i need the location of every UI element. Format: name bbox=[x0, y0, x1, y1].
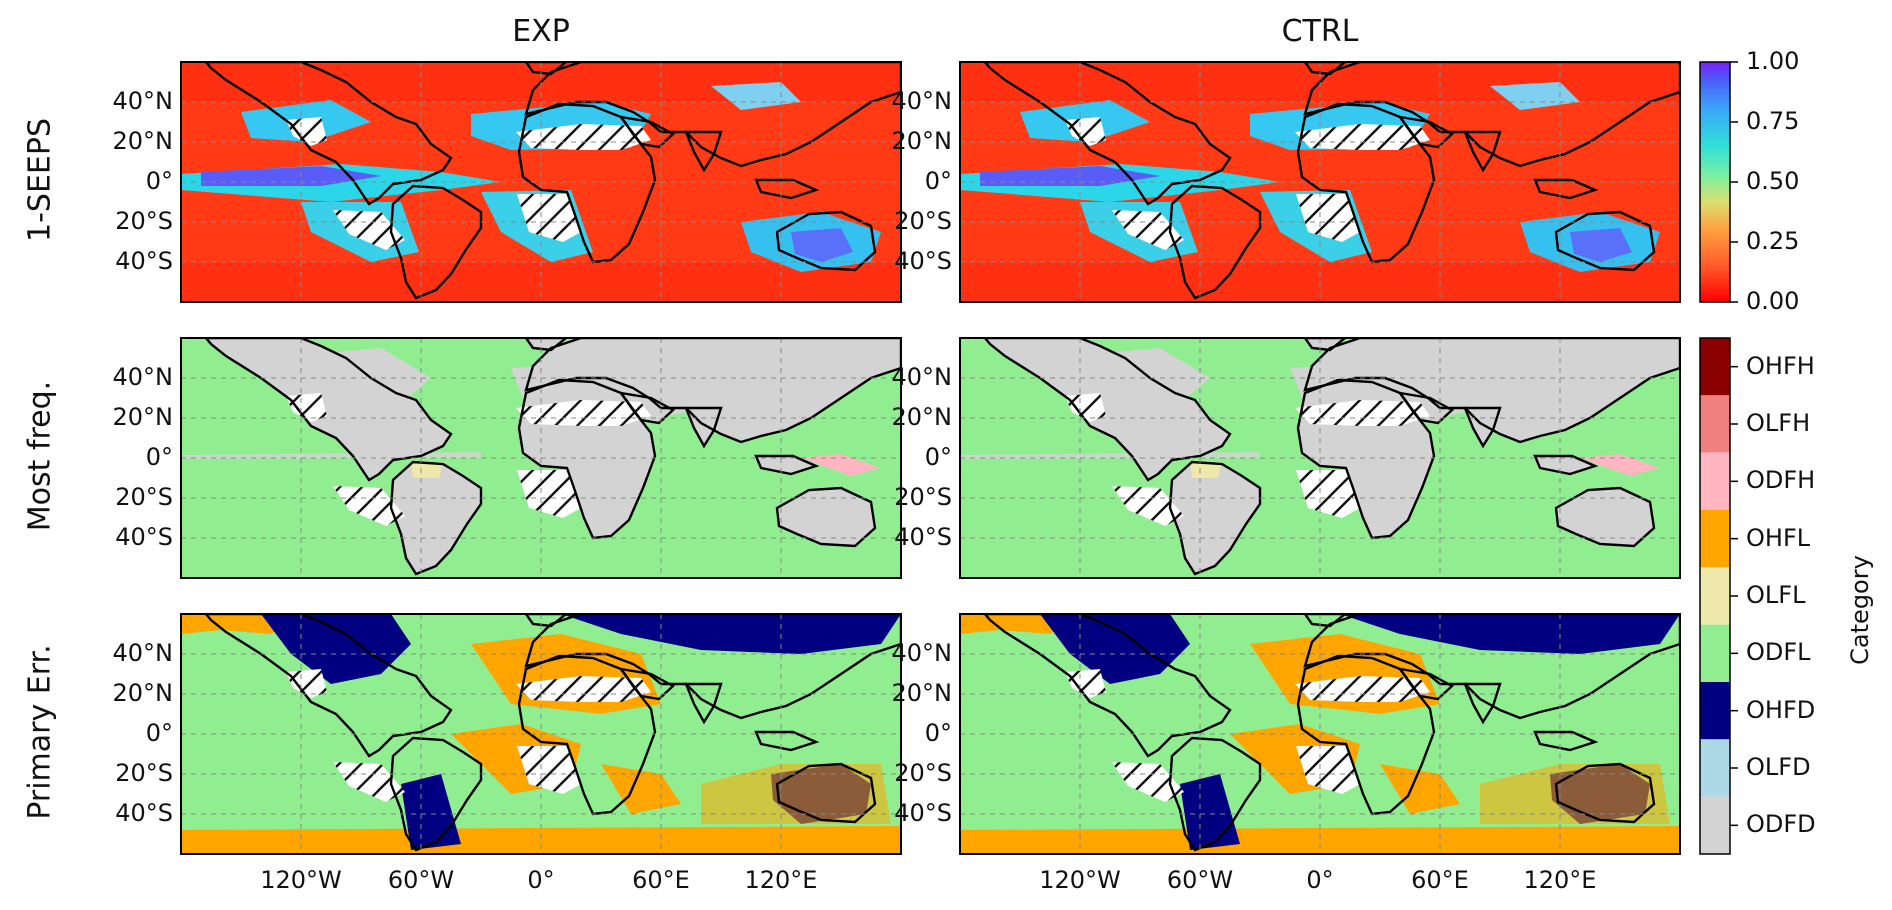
panel-ctrl-seeps bbox=[959, 61, 1681, 303]
category-label-ohfh: OHFH bbox=[1746, 351, 1815, 380]
lon-tick-label: 0° bbox=[527, 866, 555, 894]
category-label-olfl: OLFL bbox=[1746, 581, 1806, 609]
lat-tick-label: 0° bbox=[145, 167, 173, 195]
lon-tick-label: 60°E bbox=[1411, 866, 1469, 894]
category-swatch-odfd bbox=[1700, 796, 1730, 854]
column-title-exp: EXP bbox=[512, 14, 570, 49]
panel-exp-seeps bbox=[180, 61, 902, 303]
lat-tick-label: 40°N bbox=[112, 87, 174, 115]
category-swatch-ohfd bbox=[1700, 682, 1730, 740]
colorbar-continuous bbox=[1699, 61, 1731, 303]
category-swatch-olfl bbox=[1700, 567, 1730, 625]
panel-ctrl-most-freq bbox=[959, 337, 1681, 579]
lon-tick-label: 120°E bbox=[744, 866, 818, 894]
colorbar-tick-label: 1.00 bbox=[1746, 47, 1800, 75]
panel-ctrl-primary-err bbox=[959, 613, 1681, 855]
category-swatch-odfh bbox=[1700, 452, 1730, 510]
lon-tick-label: 120°E bbox=[1523, 866, 1597, 894]
category-label-odfh: ODFH bbox=[1746, 466, 1816, 495]
colorbar-tick-label: 0.75 bbox=[1746, 107, 1800, 135]
lon-tick-label: 0° bbox=[1306, 866, 1334, 894]
colorbar-tick-label: 0.50 bbox=[1746, 167, 1800, 195]
lat-tick-label: 20°N bbox=[112, 679, 174, 707]
category-label-olfd: OLFD bbox=[1746, 753, 1811, 781]
lat-tick-label: 0° bbox=[145, 443, 173, 471]
category-swatch-olfh bbox=[1700, 395, 1730, 453]
lat-tick-label: 40°S bbox=[894, 523, 952, 551]
lat-tick-label: 40°S bbox=[894, 799, 952, 827]
lat-tick-label: 40°N bbox=[112, 363, 174, 391]
category-label-ohfl: OHFL bbox=[1746, 523, 1811, 552]
lat-tick-label: 40°S bbox=[894, 247, 952, 275]
lat-tick-label: 20°S bbox=[115, 483, 173, 511]
category-label-ohfd: OHFD bbox=[1746, 695, 1816, 724]
category-label-odfd: ODFD bbox=[1746, 810, 1816, 839]
lat-tick-label: 20°N bbox=[891, 403, 953, 431]
panel-exp-most-freq bbox=[180, 337, 902, 579]
lat-tick-label: 40°S bbox=[115, 799, 173, 827]
lat-tick-label: 20°S bbox=[894, 483, 952, 511]
colorbar-label-category: Category bbox=[1846, 555, 1874, 665]
colorbar-tick-label: 0.00 bbox=[1746, 287, 1800, 315]
lon-tick-label: 120°W bbox=[1039, 866, 1121, 894]
lat-tick-label: 0° bbox=[924, 443, 952, 471]
lon-tick-label: 60°E bbox=[632, 866, 690, 894]
lat-tick-label: 0° bbox=[145, 719, 173, 747]
lon-tick-label: 60°W bbox=[387, 866, 455, 894]
lat-tick-label: 0° bbox=[924, 719, 952, 747]
category-swatch-odfl bbox=[1700, 624, 1730, 682]
colorbar-categorical bbox=[1699, 337, 1738, 855]
category-swatch-ohfl bbox=[1700, 510, 1730, 568]
lon-tick-label: 120°W bbox=[260, 866, 342, 894]
lat-tick-label: 20°S bbox=[894, 759, 952, 787]
category-label-olfh: OLFH bbox=[1746, 409, 1811, 437]
category-swatch-ohfh bbox=[1700, 338, 1730, 396]
lat-tick-label: 20°S bbox=[894, 207, 952, 235]
lon-tick-label: 60°W bbox=[1166, 866, 1234, 894]
lat-tick-label: 40°S bbox=[115, 523, 173, 551]
lat-tick-label: 40°N bbox=[891, 87, 953, 115]
lat-tick-label: 40°S bbox=[115, 247, 173, 275]
lat-tick-label: 20°N bbox=[112, 403, 174, 431]
lat-tick-label: 20°S bbox=[115, 207, 173, 235]
lat-tick-label: 20°N bbox=[112, 127, 174, 155]
lat-tick-label: 40°N bbox=[112, 639, 174, 667]
lat-tick-label: 0° bbox=[924, 167, 952, 195]
category-swatch-olfd bbox=[1700, 739, 1730, 797]
lat-tick-label: 20°N bbox=[891, 679, 953, 707]
lat-tick-label: 40°N bbox=[891, 639, 953, 667]
lat-tick-label: 40°N bbox=[891, 363, 953, 391]
column-title-ctrl: CTRL bbox=[1281, 14, 1359, 49]
colorbar-categorical-frame bbox=[1699, 337, 1731, 855]
lat-tick-label: 20°S bbox=[115, 759, 173, 787]
panel-exp-primary-err bbox=[180, 613, 902, 855]
lat-tick-label: 20°N bbox=[891, 127, 953, 155]
colorbar-tick-label: 0.25 bbox=[1746, 227, 1800, 255]
category-label-odfl: ODFL bbox=[1746, 638, 1811, 667]
